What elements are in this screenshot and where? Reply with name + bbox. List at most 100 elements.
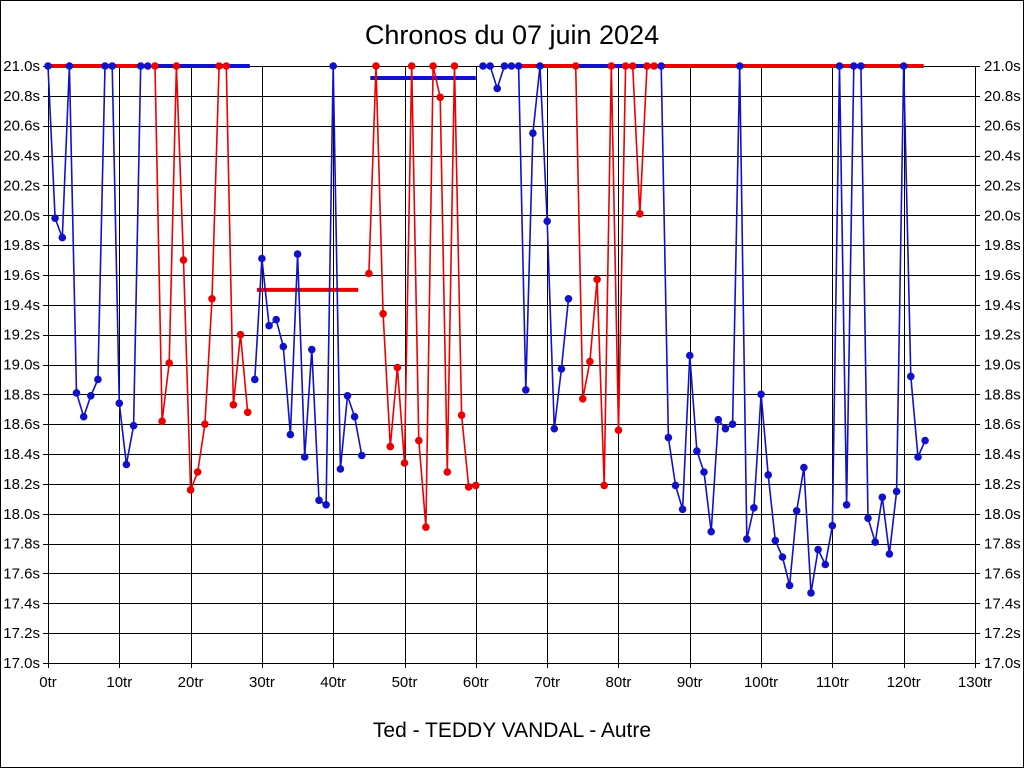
lap-point bbox=[764, 471, 772, 479]
y-axis-label-right: 18.8s bbox=[984, 386, 1021, 403]
session-line bbox=[47, 65, 148, 466]
lap-point bbox=[415, 436, 423, 445]
lap-point bbox=[393, 363, 402, 372]
lap-point bbox=[201, 420, 209, 429]
lap-point bbox=[892, 487, 901, 496]
y-axis-label-left: 18.6s bbox=[3, 416, 40, 433]
y-axis-label-right: 17.4s bbox=[984, 595, 1021, 612]
lap-point bbox=[757, 390, 765, 399]
y-axis-label-right: 17.0s bbox=[984, 655, 1021, 672]
chart-title: Chronos du 07 juin 2024 bbox=[364, 20, 660, 50]
y-axis-label-left: 20.2s bbox=[3, 177, 40, 194]
x-axis-label: 30tr bbox=[249, 674, 275, 691]
x-axis-label: 20tr bbox=[178, 674, 204, 691]
x-axis-label: 110tr bbox=[816, 674, 849, 691]
lap-point bbox=[151, 62, 159, 70]
lap-point bbox=[472, 481, 480, 490]
lap-point bbox=[500, 62, 509, 70]
lap-point bbox=[358, 451, 366, 460]
lap-point bbox=[179, 256, 188, 264]
y-axis-label-right: 20.8s bbox=[984, 88, 1021, 105]
y-axis-label-left: 19.6s bbox=[3, 267, 40, 284]
y-axis-label-right: 19.2s bbox=[984, 327, 1021, 344]
lap-point bbox=[400, 459, 409, 467]
lap-point bbox=[522, 386, 530, 394]
lap-point bbox=[714, 415, 723, 424]
lap-point bbox=[236, 330, 245, 339]
y-axis-label-left: 19.2s bbox=[3, 327, 40, 344]
lap-point bbox=[536, 62, 544, 70]
lap-point bbox=[186, 486, 195, 494]
lap-point bbox=[365, 269, 373, 278]
lap-point bbox=[272, 315, 281, 324]
lap-point bbox=[907, 372, 915, 381]
x-axis-label: 130tr bbox=[958, 674, 992, 691]
session-line bbox=[483, 65, 570, 430]
y-axis-label-right: 17.6s bbox=[984, 565, 1021, 582]
y-axis-label-right: 20.6s bbox=[984, 118, 1021, 135]
lap-point bbox=[864, 514, 872, 522]
lap-point bbox=[728, 420, 737, 429]
x-axis-label: 120tr bbox=[887, 674, 921, 691]
x-axis-label: 90tr bbox=[677, 674, 703, 691]
lap-point bbox=[407, 62, 416, 70]
lap-point bbox=[871, 538, 879, 546]
y-axis-label-right: 18.0s bbox=[984, 506, 1021, 523]
lap-point bbox=[222, 62, 231, 70]
lap-point bbox=[571, 62, 580, 70]
session-line bbox=[154, 65, 249, 491]
lap-point bbox=[79, 412, 88, 421]
lap-point bbox=[657, 62, 665, 70]
x-axis-label: 60tr bbox=[463, 674, 489, 691]
lap-point bbox=[479, 62, 487, 70]
x-axis-label: 100tr bbox=[744, 674, 778, 691]
lap-point bbox=[771, 536, 780, 545]
lap-point bbox=[350, 412, 359, 421]
y-axis-label-right: 21.0s bbox=[984, 58, 1021, 75]
lap-point bbox=[429, 62, 437, 70]
lap-point bbox=[329, 62, 338, 70]
y-axis-label-right: 19.6s bbox=[984, 267, 1021, 284]
lap-point bbox=[108, 62, 116, 70]
session-line bbox=[254, 65, 363, 506]
lap-point bbox=[614, 426, 623, 435]
lap-point bbox=[707, 527, 715, 536]
lap-point bbox=[464, 483, 473, 491]
y-axis-label-left: 19.8s bbox=[3, 237, 40, 254]
lap-point bbox=[208, 295, 216, 303]
lap-point bbox=[850, 62, 858, 70]
lap-point bbox=[807, 589, 815, 597]
lap-point bbox=[72, 389, 81, 397]
lap-point bbox=[450, 62, 459, 70]
y-axis-label-left: 18.2s bbox=[3, 476, 40, 493]
lap-point bbox=[486, 62, 494, 70]
lap-point bbox=[322, 501, 330, 509]
lap-point bbox=[664, 433, 673, 442]
y-axis-label-left: 19.0s bbox=[3, 357, 40, 374]
y-axis-label-left: 17.6s bbox=[3, 565, 40, 582]
y-axis-label-right: 20.0s bbox=[984, 207, 1021, 224]
y-axis-label-right: 18.2s bbox=[984, 476, 1021, 493]
driver-label: Ted - TEDDY VANDAL - Autre bbox=[372, 719, 652, 742]
y-axis-label-left: 17.4s bbox=[3, 595, 40, 612]
lap-point bbox=[778, 553, 787, 561]
y-axis-label-right: 20.4s bbox=[984, 148, 1021, 165]
lap-point bbox=[586, 357, 594, 366]
lap-point bbox=[628, 62, 637, 70]
lap-point bbox=[443, 468, 452, 476]
lap-point bbox=[193, 468, 202, 476]
lap-point bbox=[457, 411, 466, 420]
lap-point bbox=[493, 84, 502, 93]
y-axis-label-left: 17.8s bbox=[3, 536, 40, 553]
lap-point bbox=[686, 351, 694, 360]
lap-point bbox=[914, 453, 922, 461]
lap-point bbox=[878, 493, 887, 502]
x-axis-label: 0tr bbox=[39, 674, 57, 691]
lap-point bbox=[564, 295, 573, 303]
y-axis-label-left: 18.4s bbox=[3, 446, 40, 463]
y-axis-label-left: 20.8s bbox=[3, 88, 40, 105]
lap-point bbox=[636, 210, 644, 218]
x-axis-label: 70tr bbox=[534, 674, 560, 691]
lap-point bbox=[671, 481, 680, 490]
